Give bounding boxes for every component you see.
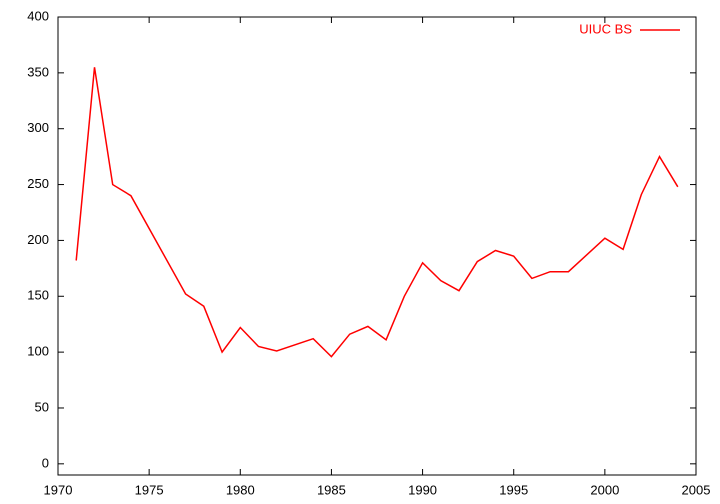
x-tick-label: 2000 xyxy=(590,482,619,497)
x-tick-label: 1980 xyxy=(226,482,255,497)
y-tick-label: 250 xyxy=(27,176,49,191)
x-tick-label: 1985 xyxy=(317,482,346,497)
y-tick-label: 0 xyxy=(42,455,49,470)
y-tick-label: 50 xyxy=(35,399,49,414)
x-tick-label: 1975 xyxy=(135,482,164,497)
legend-label: UIUC BS xyxy=(579,21,632,36)
y-tick-label: 150 xyxy=(27,288,49,303)
y-tick-label: 100 xyxy=(27,344,49,359)
plot-frame xyxy=(57,16,697,476)
x-tick-label: 2005 xyxy=(682,482,711,497)
x-tick-label: 1995 xyxy=(499,482,528,497)
data-line xyxy=(75,67,679,358)
y-tick-label: 200 xyxy=(27,232,49,247)
x-tick-label: 1990 xyxy=(408,482,437,497)
y-tick-label: 350 xyxy=(27,64,49,79)
y-tick-label: 300 xyxy=(27,120,49,135)
y-tick-label: 400 xyxy=(27,8,49,23)
x-tick-label: 1970 xyxy=(44,482,73,497)
